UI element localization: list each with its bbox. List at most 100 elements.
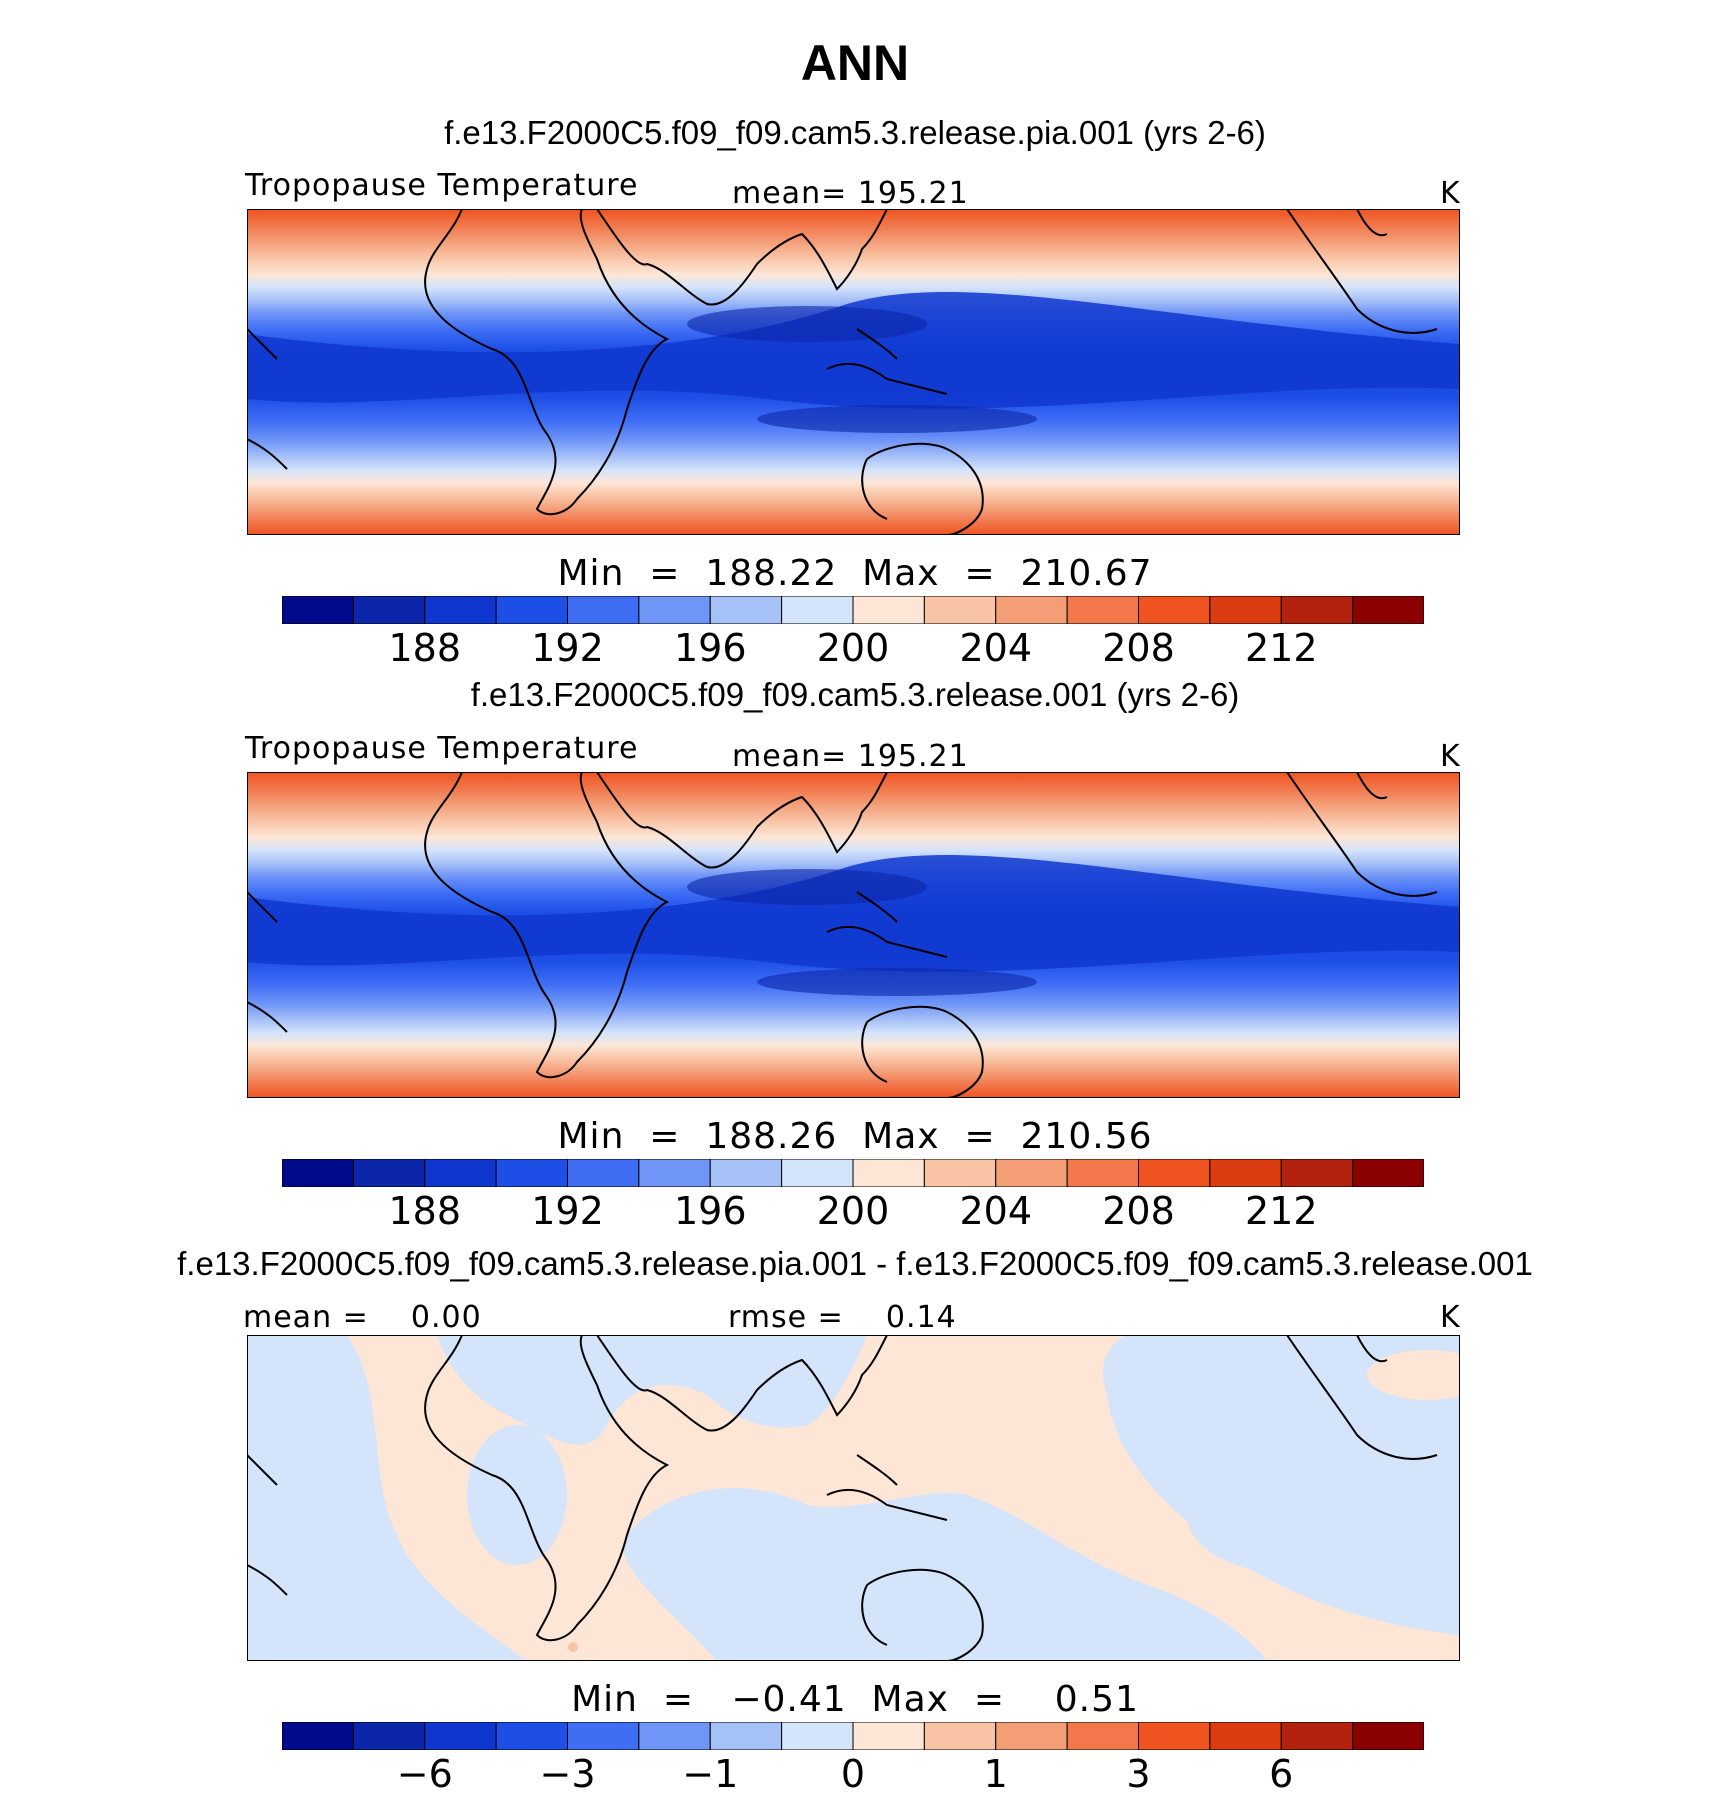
colorbar-swatch [352,1159,426,1187]
colorbar-tick-label: 200 [816,626,890,670]
colorbar-tick-label: 188 [388,1189,462,1233]
panel-2-colorbar-ticks: 188 192 196 200 204 208 212 [282,1189,1424,1233]
colorbar-swatch [495,1722,568,1750]
panel-1-colorbar [282,596,1424,624]
panel-3-negative-region-east-pacific [1187,1455,1407,1575]
colorbar-swatch [709,1722,783,1750]
panel-1-tropical-cold-band [247,291,1460,409]
panel-1-coast-africa [424,209,670,516]
colorbar-tick-label: 188 [388,626,462,670]
colorbar-swatch [995,1159,1068,1187]
colorbar-tick-label: 196 [673,1189,747,1233]
panel-2-minmax-label: Min = 188.26 Max = 210.56 [557,1116,1153,1157]
panel-1-coast-south-america [247,328,288,470]
panel-2-map [247,772,1460,1098]
colorbar-tick-label: −3 [539,1752,596,1796]
colorbar-swatch [781,1159,854,1187]
colorbar-swatch [424,1722,497,1750]
panel-3-positive-region-northeast [1367,1350,1460,1400]
colorbar-tick-label: 1 [983,1752,1008,1796]
panel-1-case-title: f.e13.F2000C5.f09_f09.cam5.3.release.pia… [444,114,1266,151]
colorbar-swatch [923,596,997,624]
colorbar-tick-label: 212 [1244,626,1318,670]
panel-3-positive-regions [347,1335,1460,1661]
panel-2-coast-australia [861,1005,984,1098]
panel-2-coast-africa [424,772,670,1079]
colorbar-tick-label: 204 [959,626,1033,670]
colorbar-swatch [638,1722,711,1750]
colorbar-swatch [282,1159,354,1187]
colorbar-swatch [424,596,497,624]
panel-3-positive-spot [568,1642,578,1652]
panel-3-colorbar-ticks: −6 −3 −1 0 1 3 6 [282,1752,1424,1796]
colorbar-swatch [638,1159,711,1187]
panel-1-coastlines [247,209,1438,535]
colorbar-swatch [852,1722,925,1750]
colorbar-swatch [995,596,1068,624]
colorbar-swatch [352,596,426,624]
panel-1-coast-australia [861,442,984,535]
colorbar-tick-label: 3 [1126,1752,1151,1796]
panel-3-rmse-label: rmse = 0.14 [728,1300,957,1335]
panel-2-colorbar [282,1159,1424,1187]
panel-3-units-label: K [1440,1300,1461,1335]
colorbar-swatch [638,596,711,624]
panel-2-coast-americas [1286,772,1438,897]
panel-1-coast-americas [1286,209,1438,334]
colorbar-tick-label: 208 [1102,626,1175,670]
panel-1-colorbar-ticks: 188 192 196 200 204 208 212 [282,626,1424,670]
panel-3-coast-maritime [826,1454,948,1521]
panel-2-coast-south-america [247,891,288,1033]
panel-2-units-label: K [1440,739,1461,774]
panel-2-coastlines [247,772,1438,1098]
panel-3-case-title: f.e13.F2000C5.f09_f09.cam5.3.release.pia… [177,1245,1533,1282]
panel-3-coast-south-america [247,1454,288,1596]
colorbar-swatch [567,1159,640,1187]
panel-1-variable-label: Tropopause Temperature [245,168,639,203]
colorbar-swatch [1209,1159,1282,1187]
panel-1-minmax-label: Min = 188.22 Max = 210.67 [557,553,1153,594]
colorbar-tick-label: 192 [531,1189,604,1233]
colorbar-swatch [1280,596,1354,624]
panel-1-cold-core-north [687,306,927,342]
panel-3-map [247,1335,1460,1661]
colorbar-tick-label: 196 [673,626,747,670]
panel-2-cold-core-north [687,869,927,905]
panel-2-coast-asia [596,772,888,869]
colorbar-swatch [424,1159,497,1187]
colorbar-tick-label: 212 [1244,1189,1318,1233]
colorbar-swatch [995,1722,1068,1750]
colorbar-swatch [781,596,854,624]
colorbar-swatch [923,1159,997,1187]
colorbar-swatch [1066,596,1139,624]
panel-3-negative-region-indian-ocean [717,1530,897,1600]
panel-1-cold-core-south [757,405,1037,433]
colorbar-swatch [1138,1722,1211,1750]
colorbar-swatch [923,1722,997,1750]
colorbar-tick-label: −6 [396,1752,453,1796]
colorbar-tick-label: 200 [816,1189,890,1233]
colorbar-swatch [1280,1159,1354,1187]
panel-1-map [247,209,1460,535]
panel-2-cold-core-south [757,968,1037,996]
colorbar-swatch [1209,1722,1282,1750]
panel-2-case-title: f.e13.F2000C5.f09_f09.cam5.3.release.001… [470,676,1240,713]
panel-3-coast-africa [424,1335,670,1642]
panel-3-coast-asia [596,1335,888,1432]
colorbar-swatch [1138,596,1211,624]
colorbar-tick-label: −1 [682,1752,739,1796]
colorbar-tick-label: 208 [1102,1189,1175,1233]
panel-1-units-label: K [1440,176,1461,211]
panel-3-colorbar [282,1722,1424,1750]
panel-3-mean-label: mean = 0.00 [243,1300,482,1335]
colorbar-swatch [1352,1159,1424,1187]
page-title: ANN [800,35,910,91]
colorbar-swatch [1066,1159,1139,1187]
panel-3-negative-regions [467,1425,1407,1600]
colorbar-swatch [852,1159,925,1187]
colorbar-tick-label: 6 [1269,1752,1294,1796]
panel-3-coast-americas [1286,1335,1438,1460]
colorbar-tick-label: 0 [840,1752,866,1796]
colorbar-swatch [1280,1722,1354,1750]
colorbar-swatch [852,596,925,624]
